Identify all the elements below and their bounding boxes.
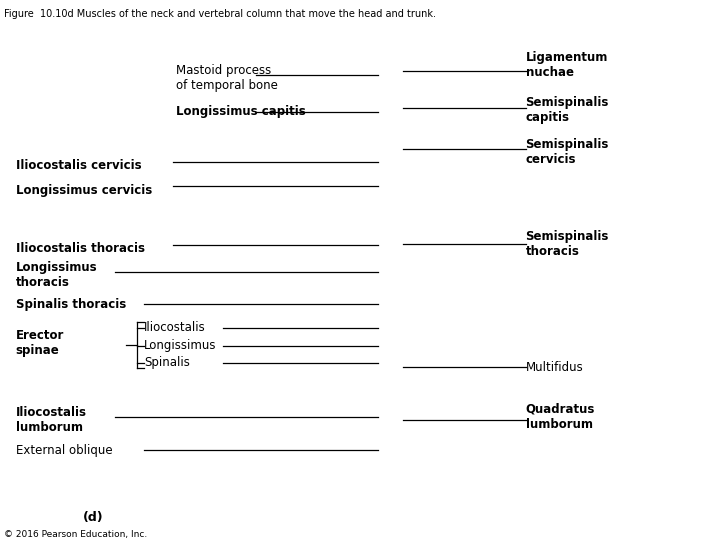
Text: © 2016 Pearson Education, Inc.: © 2016 Pearson Education, Inc. [4,530,147,539]
Text: External oblique: External oblique [16,444,112,457]
Text: Ligamentum
nuchae: Ligamentum nuchae [526,51,608,79]
Text: Multifidus: Multifidus [526,361,583,374]
Text: Spinalis: Spinalis [144,356,190,369]
Text: Semispinalis
capitis: Semispinalis capitis [526,96,609,124]
Text: Iliocostalis thoracis: Iliocostalis thoracis [16,242,145,255]
Text: Iliocostalis cervicis: Iliocostalis cervicis [16,159,141,172]
Text: Quadratus
lumborum: Quadratus lumborum [526,403,595,431]
Text: Figure  10.10d Muscles of the neck and vertebral column that move the head and t: Figure 10.10d Muscles of the neck and ve… [4,9,436,19]
Text: Semispinalis
cervicis: Semispinalis cervicis [526,138,609,166]
Text: (d): (d) [84,511,104,524]
Text: Semispinalis
thoracis: Semispinalis thoracis [526,230,609,258]
Text: Longissimus capitis: Longissimus capitis [176,105,306,118]
Text: Longissimus
thoracis: Longissimus thoracis [16,261,97,289]
Text: Spinalis thoracis: Spinalis thoracis [16,298,126,310]
Text: Iliocostalis
lumborum: Iliocostalis lumborum [16,406,87,434]
Text: Mastoid process
of temporal bone: Mastoid process of temporal bone [176,64,278,92]
Text: Longissimus cervicis: Longissimus cervicis [16,184,152,197]
Text: Erector
spinae: Erector spinae [16,329,64,357]
Text: Iliocostalis: Iliocostalis [144,321,206,334]
Text: Longissimus: Longissimus [144,339,217,352]
